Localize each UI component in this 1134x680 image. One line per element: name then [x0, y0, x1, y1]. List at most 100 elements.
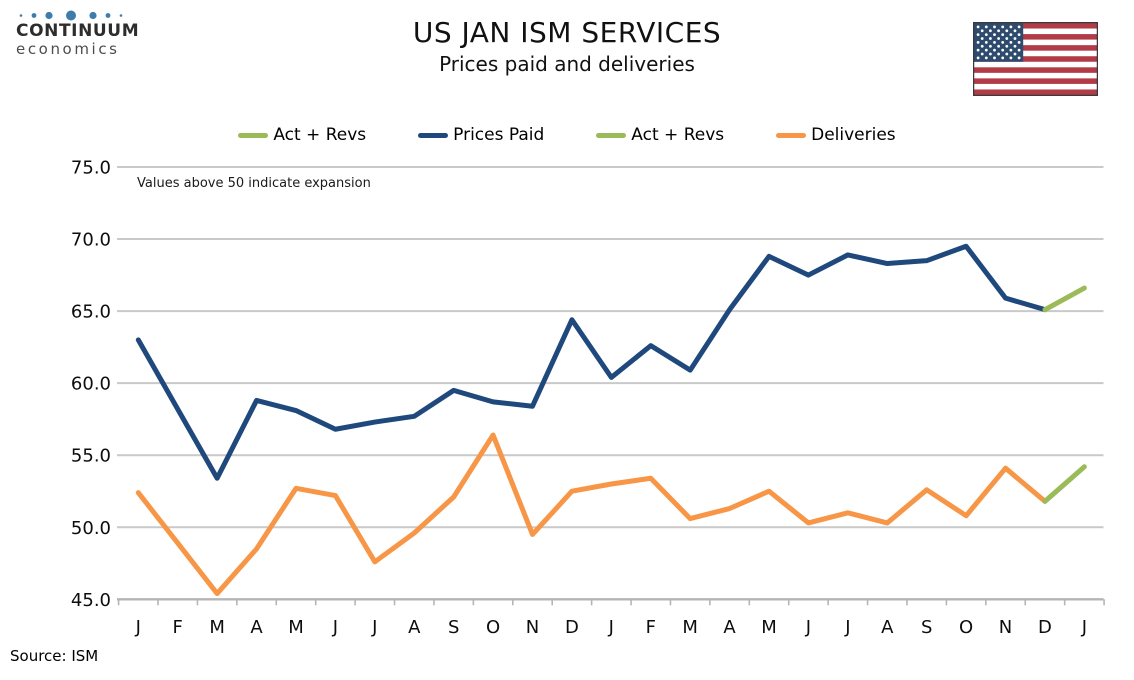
flag-star: [984, 56, 988, 60]
flag-stripe: [974, 89, 1097, 96]
flag-stripe: [974, 61, 1097, 68]
legend-label: Deliveries: [811, 125, 896, 145]
flag-star: [976, 40, 980, 44]
x-tick-label: J: [844, 617, 850, 638]
logo-dot: [66, 10, 76, 21]
flag-stripe: [974, 50, 1097, 57]
legend-dash-icon: [596, 132, 627, 138]
flag-star: [997, 52, 1000, 56]
continuum-economics-logo: CONTINUUM economics: [16, 9, 156, 58]
flag-star: [1017, 40, 1021, 44]
logo-dot: [45, 11, 53, 20]
flag-star: [976, 25, 980, 29]
flag-star: [993, 33, 996, 37]
x-tick-label: J: [608, 617, 614, 638]
flag-star: [1009, 40, 1013, 44]
flag-star: [980, 52, 984, 56]
legend-item-deliveries: Deliveries: [776, 125, 896, 145]
flag-star: [1009, 56, 1013, 60]
flag-star: [1013, 37, 1017, 40]
flag-star: [1001, 40, 1005, 44]
flag-star: [1005, 44, 1009, 48]
legend-item-prices-paid: Prices Paid: [418, 125, 544, 145]
page-title: US JAN ISM SERVICES: [412, 16, 722, 49]
x-tick-label: F: [646, 617, 656, 638]
flag-star: [980, 37, 984, 40]
flag-star: [1009, 48, 1013, 52]
flag-star: [1017, 25, 1021, 29]
x-tick-label: J: [1081, 617, 1087, 638]
flag-star: [980, 44, 984, 48]
flag-star: [976, 56, 980, 60]
legend-item-act-revs: Act + Revs: [596, 125, 724, 145]
flag-star: [1005, 37, 1009, 40]
flag-star: [1001, 33, 1005, 37]
logo-subname: economics: [16, 39, 120, 58]
flag-star: [976, 33, 980, 37]
y-tick-label: 50.0: [71, 518, 111, 539]
x-tick-label: N: [999, 617, 1012, 638]
legend-item-act-revs: Act + Revs: [238, 125, 366, 145]
legend-label: Prices Paid: [453, 125, 545, 145]
flag-stripe: [974, 45, 1097, 51]
x-tick-label: S: [448, 617, 459, 638]
x-tick-label: J: [332, 617, 338, 638]
x-tick-label: A: [881, 617, 894, 638]
legend-dash-icon: [776, 132, 807, 138]
flag-stripe: [974, 67, 1097, 74]
flag-star: [989, 44, 992, 48]
flag-stripe: [974, 39, 1097, 46]
flag-stripe: [974, 23, 1097, 29]
logo-dot: [19, 14, 23, 17]
x-tick-label: A: [250, 617, 263, 638]
flag-star: [997, 37, 1000, 40]
series-act-revs: [1042, 285, 1087, 313]
page-subtitle: Prices paid and deliveries: [439, 52, 695, 76]
flag-star: [989, 29, 992, 33]
legend-dash-icon: [238, 132, 269, 138]
legend-dash-icon: [418, 132, 449, 138]
flag-star: [997, 29, 1000, 33]
flag-stripe: [974, 78, 1097, 85]
flag-star: [993, 40, 996, 44]
x-tick-label: J: [371, 617, 377, 638]
flag-star: [1013, 29, 1017, 33]
chart-legend: Act + Revs Prices Paid Act + Revs Deliverie…: [0, 125, 1134, 145]
x-tick-label: M: [288, 617, 304, 638]
x-tick-label: O: [486, 617, 500, 638]
y-tick-label: 55.0: [71, 446, 111, 467]
series-act-revs: [1042, 464, 1087, 504]
x-tick-label: J: [135, 617, 141, 638]
logo-dot: [31, 13, 37, 18]
x-tick-label: M: [761, 617, 777, 638]
x-tick-label: A: [723, 617, 736, 638]
flag-stripe: [974, 56, 1097, 63]
x-tick-label: D: [565, 617, 579, 638]
flag-star: [993, 56, 996, 60]
flag-star: [980, 29, 984, 33]
logo-dot: [105, 13, 111, 18]
y-tick-label: 45.0: [71, 590, 111, 611]
flag-star: [1013, 44, 1017, 48]
legend-label: Act + Revs: [631, 125, 725, 145]
flag-star: [984, 40, 988, 44]
logo-dots-icon: [19, 10, 123, 21]
y-tick-label: 60.0: [71, 374, 111, 395]
logo-dot: [119, 14, 123, 17]
logo-dot: [89, 11, 97, 20]
flag-star: [1017, 33, 1021, 37]
flag-star: [984, 33, 988, 37]
x-tick-label: S: [921, 617, 932, 638]
us-flag-icon: [973, 22, 1098, 96]
flag-stripe: [974, 28, 1097, 35]
flag-star: [993, 25, 996, 29]
x-tick-label: J: [805, 617, 811, 638]
flag-star: [1009, 33, 1013, 37]
source-note: Source: ISM: [10, 647, 99, 665]
flag-star: [1001, 56, 1005, 60]
title-block: US JAN ISM SERVICES Prices paid and deli…: [0, 16, 1134, 76]
flag-stripe: [974, 83, 1097, 90]
flag-star: [1001, 25, 1005, 29]
